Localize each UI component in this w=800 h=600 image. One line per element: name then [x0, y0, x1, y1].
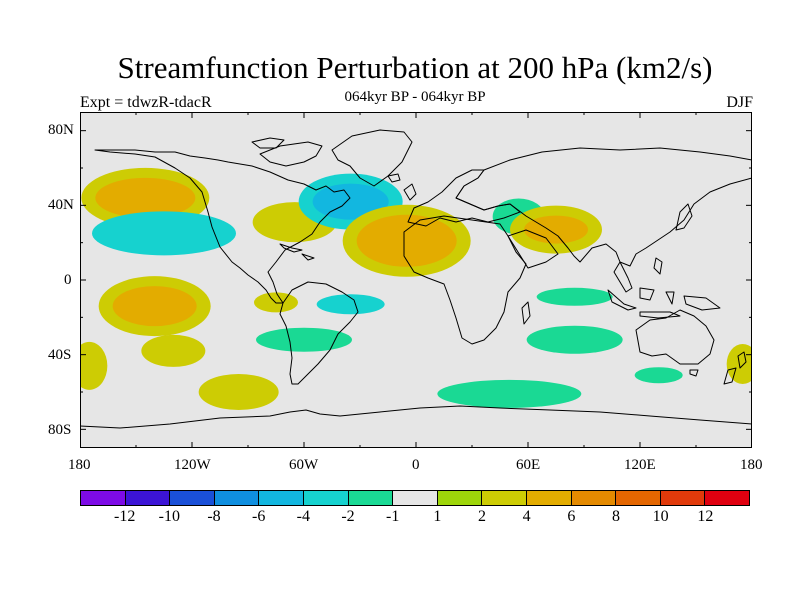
colorbar-swatch — [704, 490, 750, 506]
colorbar-label: -6 — [251, 508, 266, 525]
colorbar-label: 2 — [478, 508, 486, 525]
contour-region — [526, 325, 623, 354]
colorbar-swatch — [258, 490, 304, 506]
colorbar-label: -8 — [207, 508, 221, 525]
lon-tick-label: 120E — [624, 457, 656, 473]
colorbar-swatch — [124, 490, 171, 506]
contour-region — [112, 286, 197, 327]
colorbar-label: -12 — [113, 508, 136, 525]
colorbar-swatch — [302, 490, 349, 506]
map-panel — [80, 112, 752, 448]
colorbar-swatch — [659, 490, 706, 506]
colorbar-label: -10 — [158, 508, 180, 525]
contour-region — [256, 327, 352, 352]
colorbar-label: 8 — [612, 508, 620, 525]
contour-region — [524, 215, 588, 244]
colorbar-label: -2 — [341, 508, 355, 525]
contour-region — [95, 177, 196, 218]
contour-region — [80, 341, 108, 390]
coastlines — [80, 129, 752, 429]
colorbar-label: 4 — [522, 508, 531, 525]
lon-tick-label: 180 — [68, 457, 91, 473]
contour-region — [92, 211, 236, 256]
colorbar-label: 1 — [433, 508, 442, 525]
colorbar-label: 6 — [567, 508, 576, 525]
lat-tick-label: 40S — [48, 347, 72, 363]
lon-tick-label: 120W — [174, 457, 211, 473]
colorbar — [80, 490, 750, 506]
map-background — [80, 112, 752, 448]
colorbar-swatch — [570, 490, 617, 506]
contour-fill-layer — [80, 167, 752, 410]
experiment-label: Expt = tdwzR-tdacR — [80, 94, 212, 111]
colorbar-label: 12 — [697, 508, 714, 525]
lat-tick-label: 0 — [64, 272, 72, 288]
lon-tick-label: 0 — [412, 457, 420, 473]
lon-tick-label: 60E — [516, 457, 541, 473]
colorbar-swatch — [347, 490, 394, 506]
colorbar-swatch — [615, 490, 661, 506]
map-svg — [80, 112, 752, 448]
lat-tick-label: 40N — [48, 197, 74, 213]
contour-region — [198, 374, 279, 410]
colorbar-label: -4 — [296, 508, 310, 525]
contour-region — [634, 367, 683, 384]
contour-region — [437, 379, 582, 408]
lat-tick-label: 80N — [48, 122, 74, 138]
colorbar-swatch — [392, 490, 438, 506]
colorbar-label: 10 — [652, 508, 669, 525]
plot-title: Streamfunction Perturbation at 200 hPa (… — [117, 50, 713, 85]
map-tick-marks — [80, 112, 752, 448]
contour-region — [312, 183, 389, 220]
colorbar-swatch — [80, 490, 126, 506]
season-label: DJF — [726, 94, 753, 111]
colorbar-swatch — [169, 490, 215, 506]
colorbar-swatch — [436, 490, 483, 506]
contour-region — [141, 334, 206, 367]
colorbar-swatch — [525, 490, 572, 506]
contour-region — [536, 287, 613, 306]
colorbar-swatch — [481, 490, 527, 506]
lat-tick-label: 80S — [48, 422, 72, 438]
lon-tick-label: 60W — [289, 457, 319, 473]
plot-subtitle: 064kyr BP - 064kyr BP — [344, 89, 486, 105]
contour-region — [316, 294, 385, 315]
colorbar-swatch — [213, 490, 260, 506]
colorbar-label: -1 — [385, 508, 400, 525]
contour-region — [356, 214, 457, 267]
lon-tick-label: 180 — [740, 457, 763, 473]
